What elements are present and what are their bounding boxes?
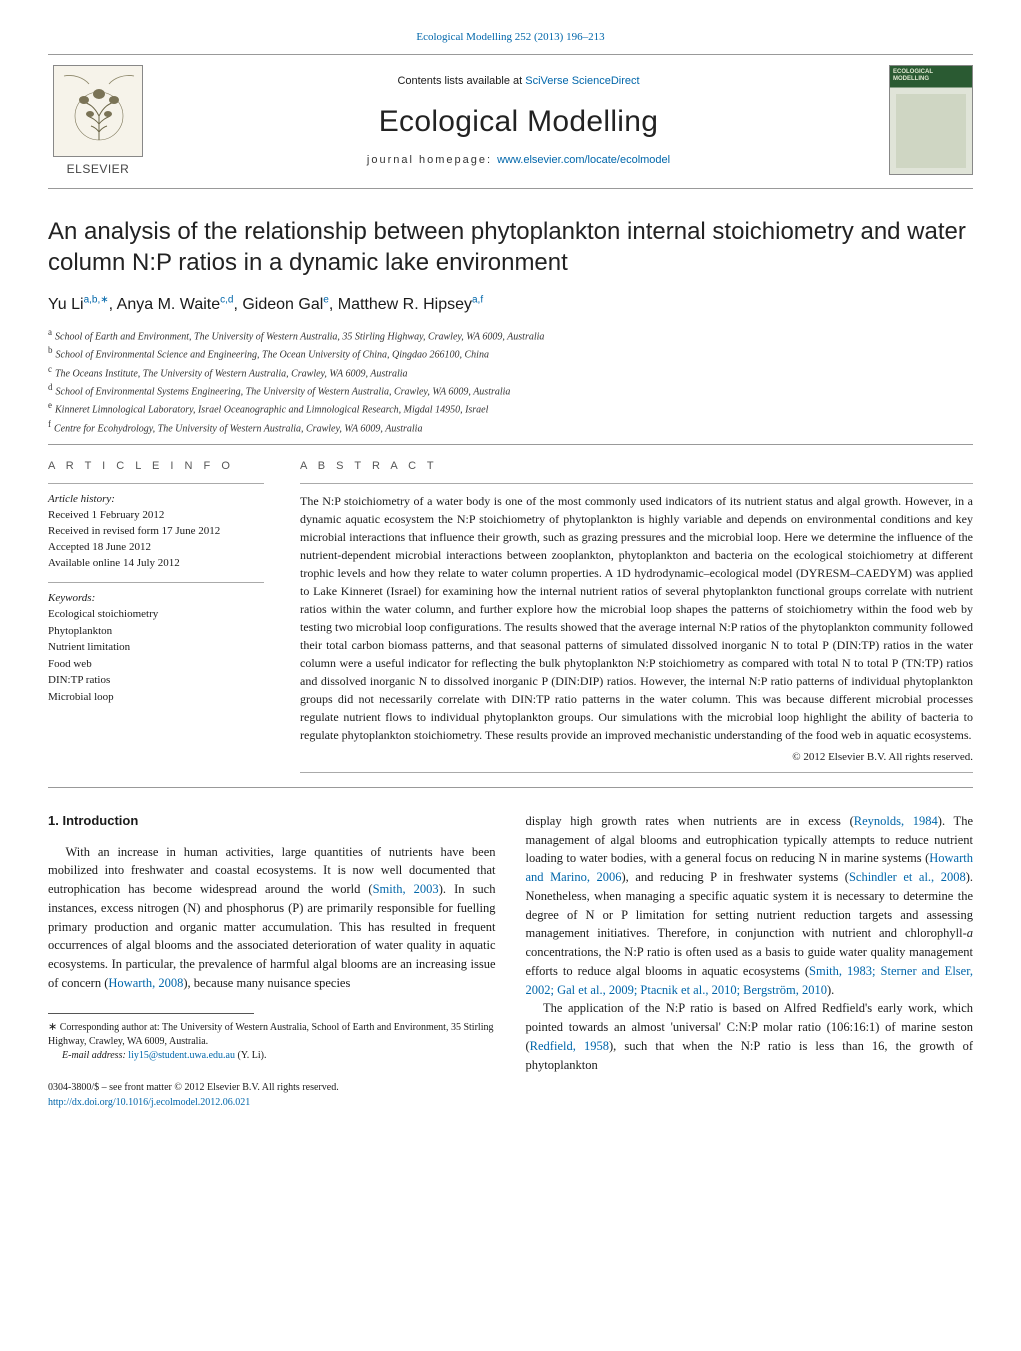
author-list: Yu Lia,b,∗, Anya M. Waitec,d, Gideon Gal… bbox=[48, 293, 973, 316]
rule-below-meta bbox=[48, 787, 973, 788]
history-item: Available online 14 July 2012 bbox=[48, 556, 264, 572]
citation-link[interactable]: Smith, 2003 bbox=[373, 882, 439, 896]
cover-image-icon bbox=[896, 94, 966, 168]
affiliation-item: bSchool of Environmental Science and Eng… bbox=[48, 344, 973, 362]
affiliation-item: aSchool of Earth and Environment, The Un… bbox=[48, 326, 973, 344]
homepage-prefix: journal homepage: bbox=[367, 154, 497, 166]
body-text: ), because many nuisance species bbox=[183, 976, 350, 990]
abstract-rule-top bbox=[300, 483, 973, 484]
citation-link[interactable]: Howarth, 2008 bbox=[108, 976, 183, 990]
abstract-heading: A B S T R A C T bbox=[300, 459, 973, 475]
body-text: ). bbox=[827, 983, 834, 997]
body-text: ). In such instances, excess nitrogen (N… bbox=[48, 882, 496, 990]
abstract-block: A B S T R A C T The N:P stoichiometry of… bbox=[300, 459, 973, 781]
affiliation-item: eKinneret Limnological Laboratory, Israe… bbox=[48, 399, 973, 417]
email-label: E-mail address: bbox=[62, 1050, 128, 1061]
body-text-italic: a bbox=[967, 926, 973, 940]
article-info-heading: A R T I C L E I N F O bbox=[48, 459, 264, 475]
affiliations: aSchool of Earth and Environment, The Un… bbox=[48, 326, 973, 436]
issn-line: 0304-3800/$ – see front matter © 2012 El… bbox=[48, 1081, 496, 1096]
author-1: Yu Li bbox=[48, 296, 84, 313]
asterisk-icon: ∗ bbox=[48, 1021, 57, 1033]
body-paragraph: display high growth rates when nutrients… bbox=[526, 812, 974, 1000]
author-2-affil[interactable]: c,d bbox=[220, 294, 233, 305]
body-paragraph: The application of the N:P ratio is base… bbox=[526, 999, 974, 1074]
history-item: Received in revised form 17 June 2012 bbox=[48, 524, 264, 540]
abstract-copyright: © 2012 Elsevier B.V. All rights reserved… bbox=[300, 750, 973, 766]
author-4-affil[interactable]: a,f bbox=[472, 294, 483, 305]
article-info-block: A R T I C L E I N F O Article history: R… bbox=[48, 459, 264, 781]
author-3-affil[interactable]: e bbox=[323, 294, 329, 305]
keyword: DIN:TP ratios bbox=[48, 672, 264, 689]
info-rule-1 bbox=[48, 483, 264, 484]
email-link[interactable]: liy15@student.uwa.edu.au bbox=[128, 1050, 235, 1061]
author-2: Anya M. Waite bbox=[117, 296, 220, 313]
affiliation-item: cThe Oceans Institute, The University of… bbox=[48, 363, 973, 381]
abstract-text: The N:P stoichiometry of a water body is… bbox=[300, 492, 973, 744]
rule-top bbox=[48, 54, 973, 55]
history-item: Accepted 18 June 2012 bbox=[48, 540, 264, 556]
body-paragraph: With an increase in human activities, la… bbox=[48, 843, 496, 993]
keyword: Microbial loop bbox=[48, 689, 264, 706]
sciencedirect-link[interactable]: SciVerse ScienceDirect bbox=[525, 75, 639, 87]
history-item: Received 1 February 2012 bbox=[48, 508, 264, 524]
corresponding-author-footnote: ∗ Corresponding author at: The Universit… bbox=[48, 1020, 496, 1049]
keywords-label: Keywords: bbox=[48, 591, 264, 607]
masthead: ELSEVIER Contents lists available at Sci… bbox=[48, 59, 973, 184]
journal-cover-thumb: ECOLOGICAL MODELLING bbox=[889, 65, 973, 175]
rule-below-masthead bbox=[48, 188, 973, 189]
contents-prefix: Contents lists available at bbox=[397, 75, 525, 87]
publisher-block: ELSEVIER bbox=[48, 65, 148, 178]
meta-row: A R T I C L E I N F O Article history: R… bbox=[48, 459, 973, 781]
citation-link[interactable]: Reynolds, 1984 bbox=[854, 814, 938, 828]
affiliation-item: dSchool of Environmental Systems Enginee… bbox=[48, 381, 973, 399]
citation-link[interactable]: Redfield, 1958 bbox=[530, 1039, 609, 1053]
right-column: display high growth rates when nutrients… bbox=[526, 812, 974, 1110]
abstract-rule-bottom bbox=[300, 772, 973, 773]
author-4: Matthew R. Hipsey bbox=[338, 296, 472, 313]
author-1-affil[interactable]: a,b,∗ bbox=[84, 294, 109, 305]
body-text: ), and reducing P in freshwater systems … bbox=[622, 870, 849, 884]
body-columns: 1. Introduction With an increase in huma… bbox=[48, 812, 973, 1110]
author-3: Gideon Gal bbox=[242, 296, 323, 313]
email-suffix: (Y. Li). bbox=[235, 1050, 266, 1061]
keyword: Nutrient limitation bbox=[48, 639, 264, 656]
keyword: Phytoplankton bbox=[48, 623, 264, 640]
cover-label: ECOLOGICAL MODELLING bbox=[893, 69, 969, 82]
footnote-rule bbox=[48, 1013, 254, 1014]
bottom-block: 0304-3800/$ – see front matter © 2012 El… bbox=[48, 1081, 496, 1110]
citation-link[interactable]: Ecological Modelling 252 (2013) 196–213 bbox=[416, 31, 604, 43]
keyword: Food web bbox=[48, 656, 264, 673]
citation-link[interactable]: Schindler et al., 2008 bbox=[849, 870, 966, 884]
info-rule-2 bbox=[48, 582, 264, 583]
running-head: Ecological Modelling 252 (2013) 196–213 bbox=[48, 30, 973, 46]
left-column: 1. Introduction With an increase in huma… bbox=[48, 812, 496, 1110]
keyword: Ecological stoichiometry bbox=[48, 606, 264, 623]
homepage-link[interactable]: www.elsevier.com/locate/ecolmodel bbox=[497, 154, 670, 166]
publisher-name: ELSEVIER bbox=[67, 161, 130, 178]
body-text: display high growth rates when nutrients… bbox=[526, 814, 854, 828]
article-title: An analysis of the relationship between … bbox=[48, 217, 973, 278]
contents-line: Contents lists available at SciVerse Sci… bbox=[148, 74, 889, 90]
section-heading: 1. Introduction bbox=[48, 812, 496, 831]
affiliation-item: fCentre for Ecohydrology, The University… bbox=[48, 418, 973, 436]
history-label: Article history: bbox=[48, 492, 264, 508]
footnote-text: Corresponding author at: The University … bbox=[48, 1022, 493, 1047]
homepage-line: journal homepage: www.elsevier.com/locat… bbox=[148, 153, 889, 169]
journal-title: Ecological Modelling bbox=[148, 100, 889, 144]
elsevier-tree-icon bbox=[53, 65, 143, 157]
doi-link[interactable]: http://dx.doi.org/10.1016/j.ecolmodel.20… bbox=[48, 1097, 250, 1108]
masmaneuvers-center: Contents lists available at SciVerse Sci… bbox=[148, 65, 889, 178]
email-footnote: E-mail address: liy15@student.uwa.edu.au… bbox=[48, 1049, 496, 1063]
rule-above-meta bbox=[48, 444, 973, 445]
